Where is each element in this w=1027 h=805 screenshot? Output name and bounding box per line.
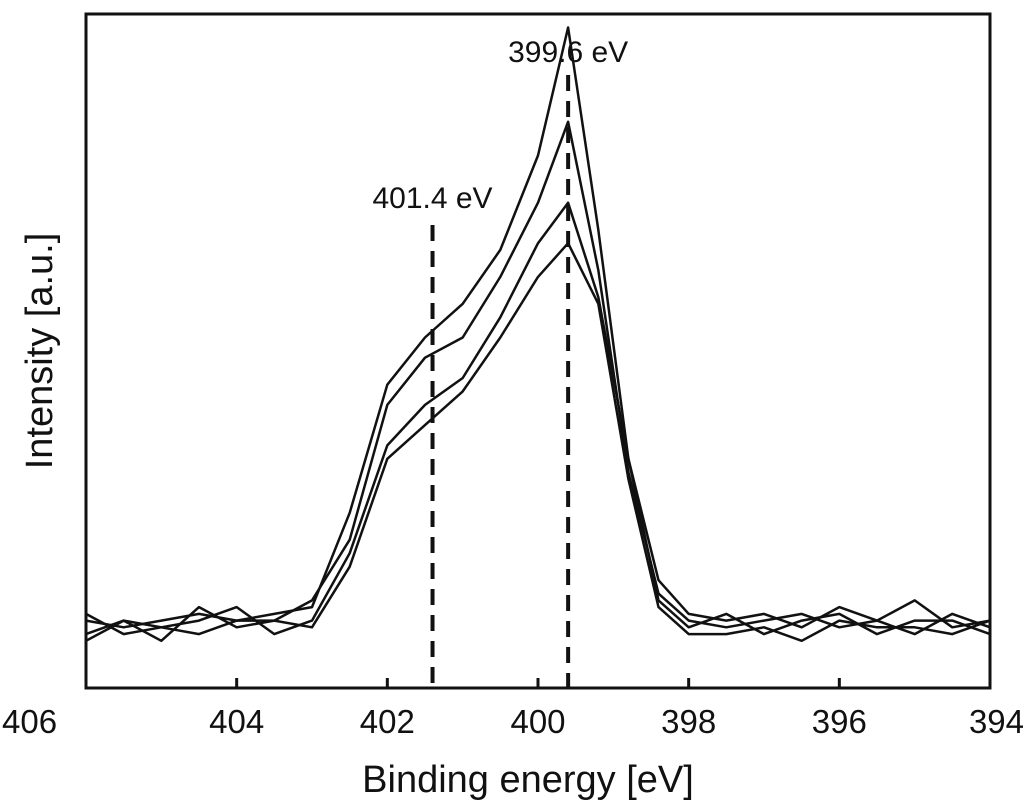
- x-tick-label-404: 404: [209, 703, 264, 740]
- annotation-layer: 399.6 eV 401.4 eV: [372, 36, 628, 688]
- x-tick-label-394: 394: [969, 703, 1024, 740]
- x-axis-title: Binding energy [eV]: [362, 759, 694, 801]
- annotation-label-2: 401.4 eV: [372, 182, 492, 215]
- series-line-4: [85, 241, 991, 643]
- series-line-3: [85, 201, 991, 636]
- x-tick-label-406: 406: [2, 703, 57, 740]
- x-tick-label-398: 398: [661, 703, 716, 740]
- y-axis-title: Intensity [a.u.]: [19, 233, 61, 470]
- series-layer: [85, 26, 991, 643]
- x-tick-layer: 406 404 402 400 398 396 394: [2, 678, 1024, 740]
- x-tick-label-400: 400: [510, 703, 565, 740]
- x-tick-label-402: 402: [360, 703, 415, 740]
- annotation-label-1: 399.6 eV: [508, 36, 628, 69]
- x-tick-label-396: 396: [812, 703, 867, 740]
